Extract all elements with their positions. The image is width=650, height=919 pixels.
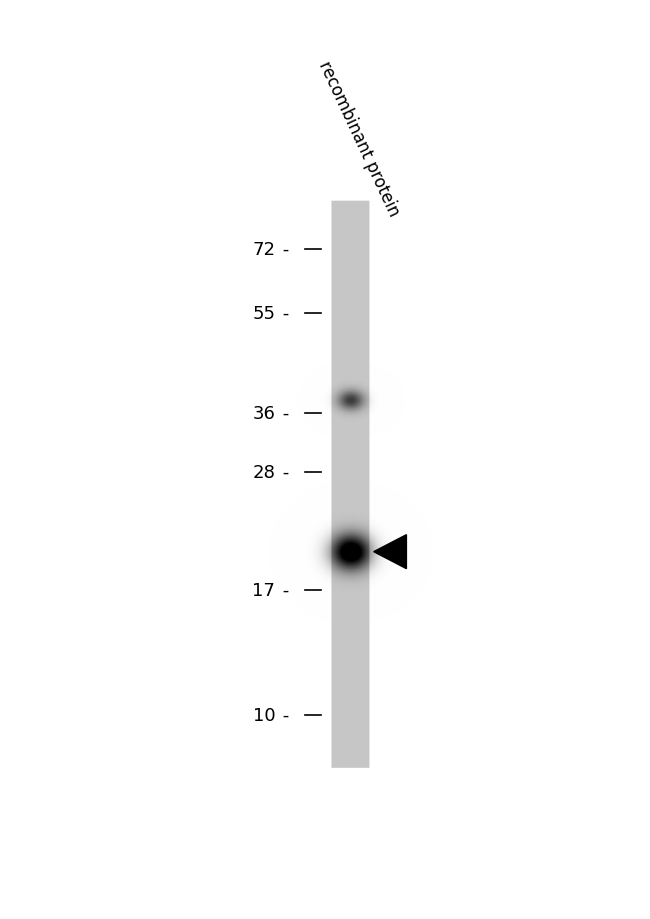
Text: 72: 72 xyxy=(252,241,275,258)
Text: 17: 17 xyxy=(252,582,275,599)
Text: recombinant protein: recombinant protein xyxy=(315,58,403,219)
Text: -: - xyxy=(277,404,289,422)
Text: 36: 36 xyxy=(252,404,275,422)
Text: -: - xyxy=(277,707,289,725)
Polygon shape xyxy=(374,535,406,569)
Text: 28: 28 xyxy=(252,463,275,482)
Text: -: - xyxy=(277,582,289,599)
Text: 10: 10 xyxy=(253,707,275,725)
Text: -: - xyxy=(277,304,289,323)
Text: -: - xyxy=(277,463,289,482)
Text: 55: 55 xyxy=(252,304,275,323)
Text: -: - xyxy=(277,241,289,258)
